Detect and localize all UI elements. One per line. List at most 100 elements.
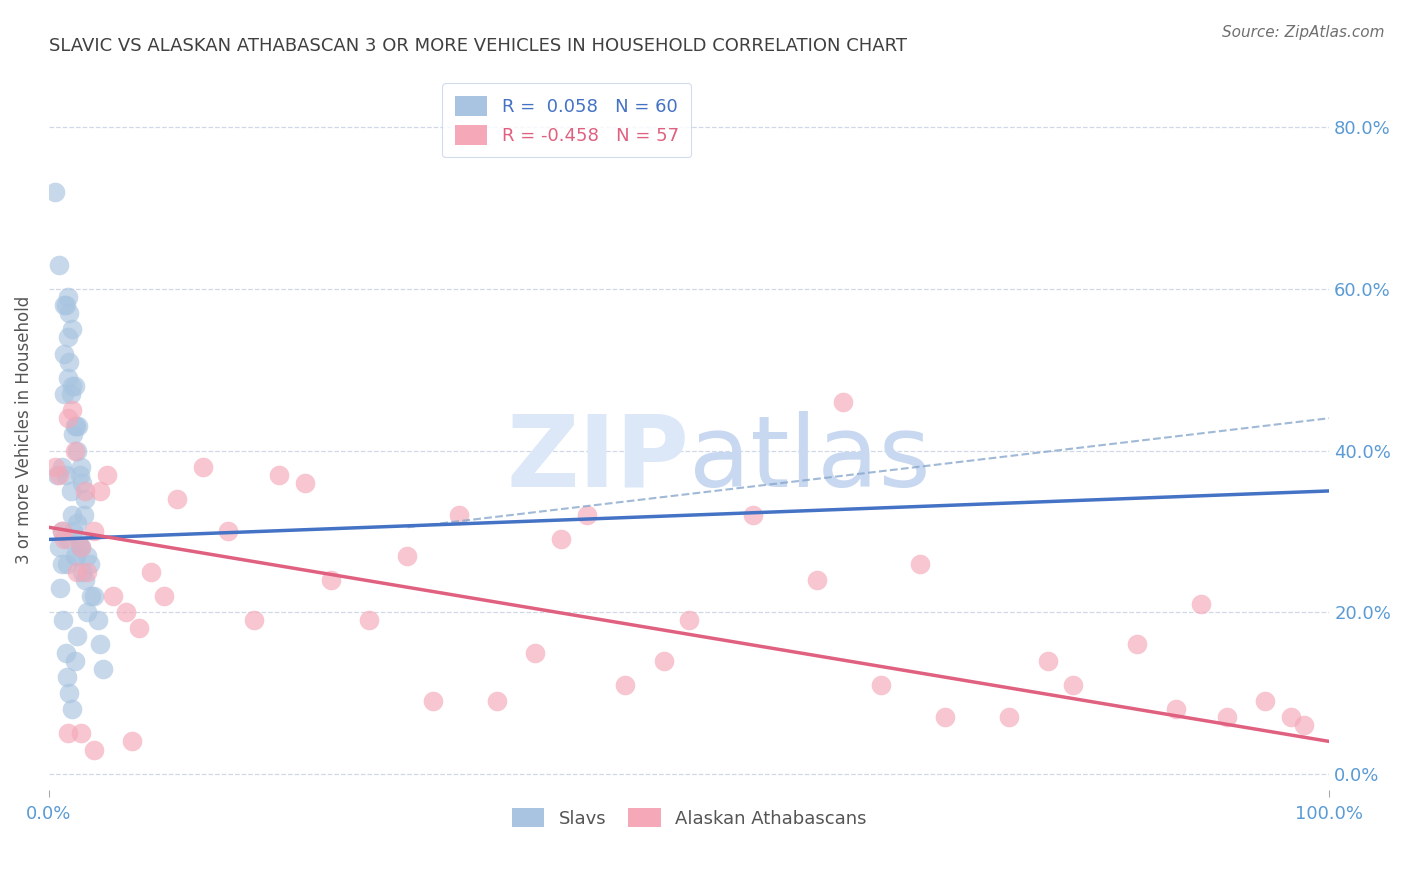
Point	[486, 694, 509, 708]
Point	[56, 726, 79, 740]
Point	[524, 646, 547, 660]
Point	[357, 613, 380, 627]
Point	[217, 524, 239, 539]
Point	[63, 654, 86, 668]
Text: SLAVIC VS ALASKAN ATHABASCAN 3 OR MORE VEHICLES IN HOUSEHOLD CORRELATION CHART: SLAVIC VS ALASKAN ATHABASCAN 3 OR MORE V…	[49, 37, 907, 55]
Legend: Slavs, Alaskan Athabascans: Slavs, Alaskan Athabascans	[505, 800, 873, 835]
Point	[56, 670, 79, 684]
Point	[89, 637, 111, 651]
Point	[70, 459, 93, 474]
Point	[56, 557, 79, 571]
Point	[53, 387, 76, 401]
Point	[63, 379, 86, 393]
Point	[48, 258, 70, 272]
Point	[55, 298, 77, 312]
Point	[51, 524, 73, 539]
Point	[1126, 637, 1149, 651]
Point	[934, 710, 956, 724]
Point	[58, 354, 80, 368]
Point	[73, 491, 96, 506]
Point	[52, 613, 75, 627]
Point	[60, 508, 83, 523]
Point	[56, 330, 79, 344]
Point	[1062, 678, 1084, 692]
Point	[48, 467, 70, 482]
Point	[652, 654, 675, 668]
Point	[396, 549, 419, 563]
Point	[806, 573, 828, 587]
Point	[56, 533, 79, 547]
Point	[76, 605, 98, 619]
Point	[614, 678, 637, 692]
Point	[55, 646, 77, 660]
Point	[742, 508, 765, 523]
Point	[1036, 654, 1059, 668]
Point	[60, 322, 83, 336]
Point	[70, 726, 93, 740]
Point	[60, 379, 83, 393]
Point	[89, 483, 111, 498]
Point	[870, 678, 893, 692]
Point	[166, 491, 188, 506]
Point	[83, 589, 105, 603]
Point	[56, 371, 79, 385]
Point	[141, 565, 163, 579]
Point	[51, 557, 73, 571]
Point	[550, 533, 572, 547]
Point	[269, 467, 291, 482]
Point	[831, 395, 853, 409]
Point	[44, 185, 66, 199]
Point	[80, 589, 103, 603]
Point	[1189, 597, 1212, 611]
Point	[319, 573, 342, 587]
Point	[101, 589, 124, 603]
Point	[66, 629, 89, 643]
Point	[62, 427, 84, 442]
Point	[59, 387, 82, 401]
Point	[58, 686, 80, 700]
Point	[51, 524, 73, 539]
Point	[73, 483, 96, 498]
Point	[1292, 718, 1315, 732]
Point	[86, 613, 108, 627]
Point	[67, 533, 90, 547]
Point	[58, 306, 80, 320]
Point	[908, 557, 931, 571]
Point	[53, 298, 76, 312]
Point	[56, 290, 79, 304]
Point	[1254, 694, 1277, 708]
Point	[447, 508, 470, 523]
Point	[114, 605, 136, 619]
Point	[575, 508, 598, 523]
Point	[294, 475, 316, 490]
Point	[72, 475, 94, 490]
Point	[72, 565, 94, 579]
Point	[128, 621, 150, 635]
Point	[56, 411, 79, 425]
Point	[79, 557, 101, 571]
Point	[83, 742, 105, 756]
Point	[76, 565, 98, 579]
Point	[998, 710, 1021, 724]
Point	[60, 403, 83, 417]
Point	[53, 533, 76, 547]
Point	[73, 573, 96, 587]
Point	[63, 549, 86, 563]
Text: atlas: atlas	[689, 410, 931, 508]
Point	[69, 541, 91, 555]
Point	[243, 613, 266, 627]
Point	[66, 443, 89, 458]
Point	[76, 549, 98, 563]
Point	[96, 467, 118, 482]
Point	[63, 443, 86, 458]
Point	[48, 541, 70, 555]
Point	[70, 541, 93, 555]
Point	[121, 734, 143, 748]
Point	[67, 419, 90, 434]
Point	[66, 516, 89, 531]
Point	[153, 589, 176, 603]
Point	[65, 419, 87, 434]
Point	[65, 549, 87, 563]
Y-axis label: 3 or more Vehicles in Household: 3 or more Vehicles in Household	[15, 296, 32, 565]
Point	[55, 467, 77, 482]
